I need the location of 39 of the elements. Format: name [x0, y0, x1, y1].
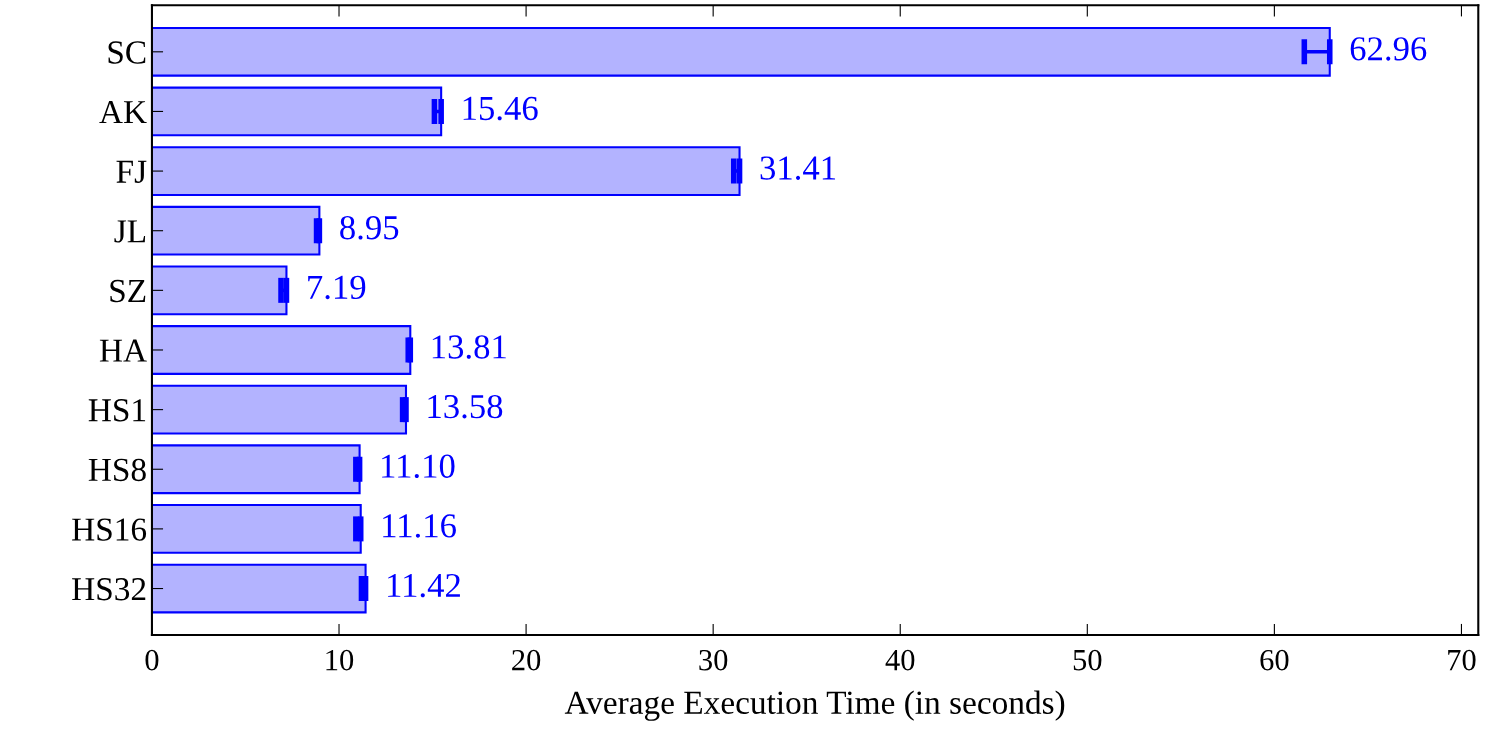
data-label: 13.58	[428, 394, 503, 419]
x-tick-label: 70	[1448, 649, 1476, 671]
bar	[151, 444, 361, 495]
data-label: 11.42	[388, 573, 460, 598]
x-tick-label: 60	[1260, 649, 1289, 671]
bar	[151, 265, 288, 316]
x-tick-label: 40	[885, 649, 915, 671]
bar	[151, 146, 741, 196]
data-label: 62.96	[1350, 37, 1427, 61]
bar	[151, 563, 367, 614]
x-axis-title: Average Execution Time (in seconds)	[564, 690, 1065, 721]
data-label: 7.19	[308, 275, 366, 300]
y-tick-label: SC	[108, 41, 146, 64]
data-label: 8.95	[340, 215, 399, 240]
x-tick-label: 20	[512, 649, 541, 671]
bar	[151, 504, 362, 554]
x-tick-label: 50	[1073, 649, 1102, 671]
data-label: 31.41	[760, 156, 836, 180]
y-tick-label: HS32	[72, 578, 146, 601]
data-label: 11.16	[383, 514, 456, 538]
data-label: 13.81	[432, 335, 506, 359]
y-tick-label: SZ	[110, 279, 146, 303]
y-tick-label: HS16	[72, 518, 147, 541]
y-tick-label: AK	[99, 101, 147, 124]
y-tick-label: HA	[99, 339, 147, 362]
bar	[151, 86, 443, 137]
x-tick-label: 0	[145, 649, 159, 671]
bar	[151, 325, 412, 375]
y-tick-label: FJ	[116, 160, 147, 183]
x-tick-label: 30	[699, 649, 728, 671]
bar	[151, 384, 408, 435]
bar	[151, 205, 321, 256]
x-tick-label: 10	[326, 649, 354, 671]
data-label: 11.10	[382, 454, 455, 479]
data-label: 15.46	[463, 96, 538, 121]
y-tick-label: HS1	[88, 399, 146, 422]
y-tick-label: HS8	[88, 458, 146, 482]
bar	[151, 26, 1331, 77]
y-tick-label: JL	[114, 220, 146, 243]
